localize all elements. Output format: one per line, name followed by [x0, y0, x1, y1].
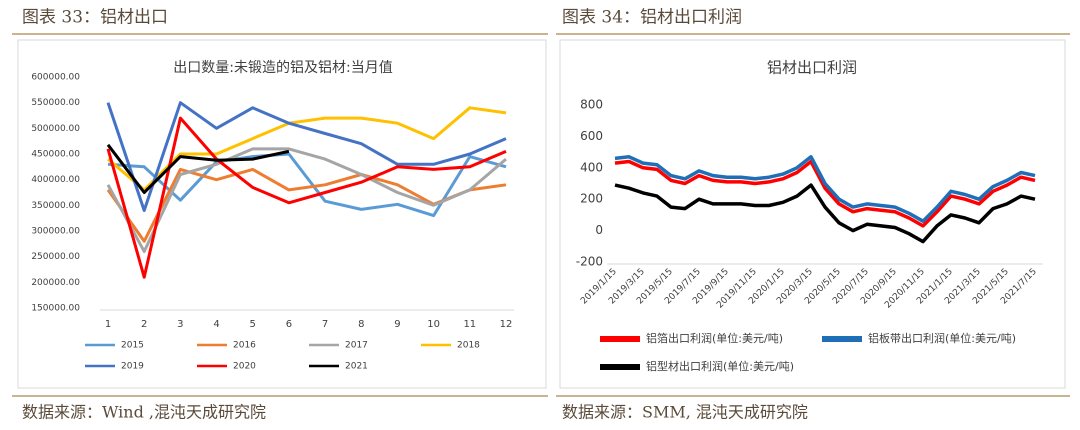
y-tick-label: 200000.00	[31, 278, 80, 288]
y-tick-label: 350000.00	[31, 201, 80, 211]
legend-label: 2020	[233, 362, 256, 372]
series-line	[106, 101, 507, 212]
x-tick-label: 11	[463, 319, 476, 330]
series-line	[107, 106, 507, 192]
y-tick-label: 150000.00	[31, 304, 80, 314]
y-tick-label: 550000.00	[31, 98, 80, 108]
series-line	[614, 159, 1036, 228]
source: 数据来源：SMM, 混沌天成研究院	[562, 403, 808, 422]
x-tick-label: 12	[500, 319, 513, 330]
series-line	[614, 155, 1036, 223]
y-tick-label: 600	[580, 129, 603, 143]
x-tick-label: 4	[213, 319, 219, 330]
legend-label: 2016	[233, 341, 256, 351]
y-tick-label: 600000.00	[31, 73, 80, 83]
x-tick-label: 5	[250, 319, 256, 330]
series-line	[106, 116, 507, 279]
y-tick-label: 400000.00	[31, 175, 80, 185]
x-tick-label: 7	[322, 319, 328, 330]
x-tick-label: 9	[394, 319, 400, 330]
y-tick-label: 500000.00	[31, 124, 80, 134]
y-tick-label: 800	[580, 98, 603, 112]
caption: 图表 34：铝材出口利润	[562, 8, 742, 28]
legend-label: 铝板带出口利润(单位:美元/吨)	[868, 331, 1016, 345]
source: 数据来源：Wind ,混沌天成研究院	[22, 403, 266, 422]
y-tick-label: -200	[576, 255, 603, 269]
legend-label: 铝箔出口利润(单位:美元/吨)	[646, 331, 783, 345]
series-line	[106, 147, 507, 253]
y-tick-label: 450000.00	[31, 150, 80, 160]
chart-title: 出口数量:未锻造的铝及铝材:当月值	[173, 60, 392, 76]
series-line	[107, 152, 507, 218]
x-tick-label: 2	[141, 319, 147, 330]
x-tick-label: 10	[427, 319, 440, 330]
series-line	[614, 183, 1036, 244]
x-tick-label: 3	[177, 319, 183, 330]
legend-label: 2018	[457, 341, 480, 351]
legend-label: 2015	[121, 341, 144, 351]
y-tick-label: 400	[580, 160, 603, 174]
legend-label: 2017	[345, 341, 368, 351]
caption: 图表 33：铝材出口	[22, 8, 168, 28]
y-tick-label: 200	[580, 192, 603, 206]
legend-label: 2019	[121, 362, 144, 372]
legend-label: 2021	[345, 362, 368, 372]
y-tick-label: 250000.00	[31, 252, 80, 262]
series-line	[106, 143, 290, 194]
y-tick-label: 300000.00	[31, 227, 80, 237]
x-tick-label: 8	[358, 319, 364, 330]
y-tick-label: 0	[595, 223, 603, 237]
x-tick-label: 6	[286, 319, 292, 330]
x-tick-label: 1	[105, 319, 111, 330]
legend-label: 铝型材出口利润(单位:美元/吨)	[646, 359, 794, 373]
chart-title: 铝材出口利润	[767, 59, 857, 77]
chart-frame	[17, 39, 547, 389]
chart-frame	[559, 39, 1066, 389]
